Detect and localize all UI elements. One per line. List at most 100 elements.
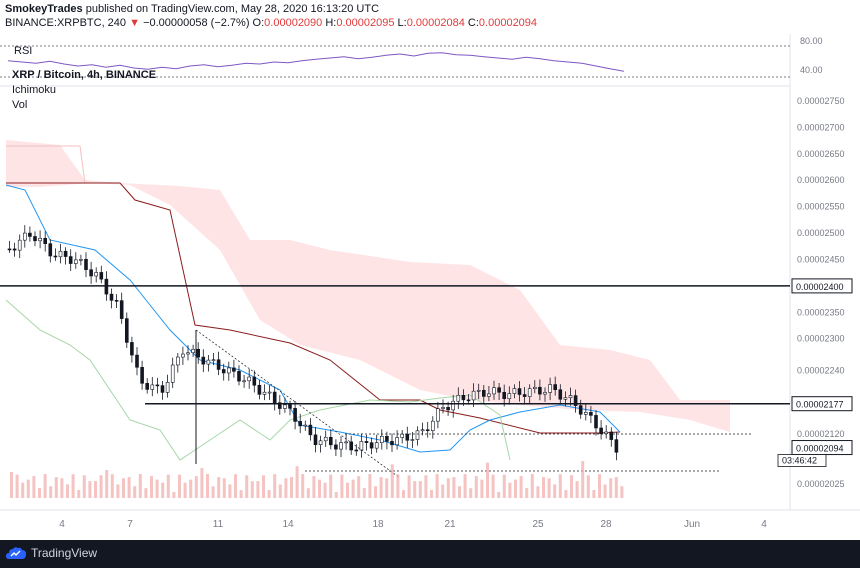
volume-bar xyxy=(480,479,484,498)
candle-body xyxy=(507,393,512,400)
volume-bar xyxy=(620,486,624,498)
candle-body xyxy=(522,394,527,397)
candle-body xyxy=(323,436,328,442)
candle-body xyxy=(405,433,410,441)
candle-body xyxy=(38,237,42,242)
tradingview-logo[interactable]: TradingView xyxy=(6,546,97,560)
rsi-tick-label: 80.00 xyxy=(800,36,823,46)
candle-body xyxy=(33,236,37,242)
candle-body xyxy=(165,382,170,393)
volume-bar xyxy=(222,478,226,498)
candle-body xyxy=(242,380,246,383)
candle-body xyxy=(206,359,211,365)
volume-bar xyxy=(122,478,125,498)
candle-body xyxy=(359,441,364,451)
candle-body xyxy=(201,356,206,365)
candle-body xyxy=(492,387,496,395)
volume-bar xyxy=(49,486,53,498)
legend-ichimoku[interactable]: Ichimoku xyxy=(12,84,57,96)
volume-bar xyxy=(234,474,237,498)
candle-body xyxy=(599,427,603,434)
volume-bar xyxy=(570,475,573,498)
candle-body xyxy=(354,449,359,452)
volume-bar xyxy=(346,482,349,498)
time-tick-label: 11 xyxy=(213,519,224,530)
ohlc-line: BINANCE:XRPBTC, 240 ▼ −0.00000058 (−2.7%… xyxy=(5,17,537,29)
candle-body xyxy=(410,439,415,441)
candle-body xyxy=(298,421,303,427)
volume-bar xyxy=(306,488,310,498)
author-name[interactable]: SmokeyTrades xyxy=(5,3,83,15)
candle-body xyxy=(257,384,262,395)
volume-bar xyxy=(362,488,366,498)
chart-area[interactable]: RSI 80.00 40.00 0.00002750 0.00002700 0.00002… xyxy=(0,34,860,540)
candle-body xyxy=(211,359,216,362)
volume-bar xyxy=(278,484,282,498)
volume-bar xyxy=(575,481,579,498)
candle-body xyxy=(7,248,12,251)
ichimoku-base-line xyxy=(6,182,621,434)
publish-header: SmokeyTrades published on TradingView.co… xyxy=(0,0,860,34)
candle-body xyxy=(436,408,440,422)
price-tick-label: 0.00002500 xyxy=(797,228,845,238)
legend-volume[interactable]: Vol xyxy=(12,99,28,111)
candle-body xyxy=(517,388,522,395)
price-tick-label: 0.00002350 xyxy=(797,307,845,317)
candle-body xyxy=(476,389,481,392)
candle-body xyxy=(94,272,98,277)
volume-bar xyxy=(323,482,327,498)
candle-body xyxy=(252,376,257,386)
candle-body xyxy=(17,239,22,251)
price-chart[interactable]: RSI 80.00 40.00 0.00002750 0.00002700 0.00002… xyxy=(0,34,860,540)
candle-body xyxy=(538,386,542,395)
volume-bar xyxy=(407,475,411,498)
volume-bar xyxy=(262,475,265,498)
candle-body xyxy=(170,364,175,383)
volume-bar xyxy=(553,484,557,498)
volume-bar xyxy=(536,486,540,498)
candle-body xyxy=(267,391,272,394)
volume-bar xyxy=(357,476,361,498)
volume-bar xyxy=(166,474,170,498)
volume-bar xyxy=(110,474,114,498)
candle-body xyxy=(109,293,114,301)
legend-title[interactable]: XRP / Bitcoin, 4h, BINANCE xyxy=(12,69,157,81)
candle-body xyxy=(344,441,348,444)
tradingview-cloud-icon xyxy=(6,547,26,559)
volume-bar xyxy=(581,461,585,498)
time-tick-label: 25 xyxy=(532,519,544,530)
volume-bar xyxy=(340,474,344,498)
volume-bar xyxy=(178,474,181,498)
volume-bar xyxy=(486,462,489,498)
volume-bar xyxy=(614,477,618,498)
candle-body xyxy=(191,348,195,354)
volume-bar xyxy=(435,474,439,498)
candle-body xyxy=(578,405,583,415)
publish-info: published on TradingView.com, May 28, 20… xyxy=(85,3,380,15)
volume-bar xyxy=(474,476,478,498)
volume-bar xyxy=(71,474,75,498)
leading-span-a xyxy=(6,145,86,184)
volume-bar xyxy=(116,484,120,498)
candle-body xyxy=(160,385,165,393)
volume-bar xyxy=(598,474,601,498)
candle-body xyxy=(594,415,598,429)
volume-bar xyxy=(441,484,445,498)
ichimoku-lagging-span xyxy=(5,299,511,461)
price-tick-label: 0.00002750 xyxy=(797,96,845,106)
candle-body xyxy=(395,437,399,446)
symbol-label: BINANCE:XRPBTC, 240 xyxy=(5,17,127,29)
volume-bar xyxy=(418,481,422,498)
candle-body xyxy=(232,367,236,372)
candle-body xyxy=(22,232,27,241)
volume-bar xyxy=(564,490,568,498)
candle-body xyxy=(283,404,287,409)
volume-bar xyxy=(452,477,456,498)
volume-bar xyxy=(390,464,394,498)
volume-bar xyxy=(211,486,215,498)
candle-body xyxy=(293,408,297,422)
candle-body xyxy=(481,389,486,397)
candle-body xyxy=(390,441,394,446)
time-tick-label: 7 xyxy=(127,519,133,530)
volume-bar xyxy=(530,474,534,498)
